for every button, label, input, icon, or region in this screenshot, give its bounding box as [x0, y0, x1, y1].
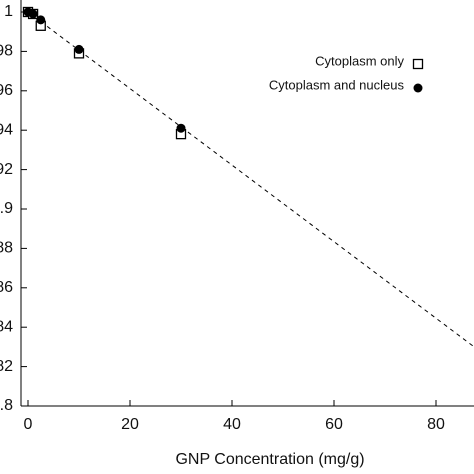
y-tick-label: 0.88	[0, 240, 13, 257]
y-tick-label: 0.8	[0, 397, 13, 414]
y-tick-label: 1	[4, 3, 13, 20]
y-tick-label: 0.86	[0, 279, 13, 296]
fit-line	[27, 11, 474, 348]
point	[176, 123, 186, 133]
point	[36, 15, 46, 25]
y-tick-label: 0.92	[0, 161, 13, 178]
y-tick-label: 0.96	[0, 82, 13, 99]
legend-label: Cytoplasm and nucleus	[269, 77, 405, 92]
y-tick-label: 0.84	[0, 318, 13, 335]
x-axis-label: GNP Concentration (mg/g)	[175, 451, 364, 468]
y-tick-label: 0.94	[0, 121, 13, 138]
x-tick-label: 20	[121, 416, 139, 433]
legend-label: Cytoplasm only	[315, 53, 404, 68]
y-tick-label: 0.9	[0, 200, 13, 217]
legend-marker	[412, 58, 424, 70]
x-tick-label: 40	[223, 416, 241, 433]
point	[28, 9, 38, 19]
x-tick-label: 80	[427, 416, 445, 433]
y-tick-label: 0.98	[0, 43, 13, 60]
y-tick-label: 0.82	[0, 358, 13, 375]
point	[74, 44, 84, 54]
legend-marker	[413, 83, 423, 93]
x-tick-label: 60	[325, 416, 343, 433]
x-tick-label: 0	[24, 416, 33, 433]
